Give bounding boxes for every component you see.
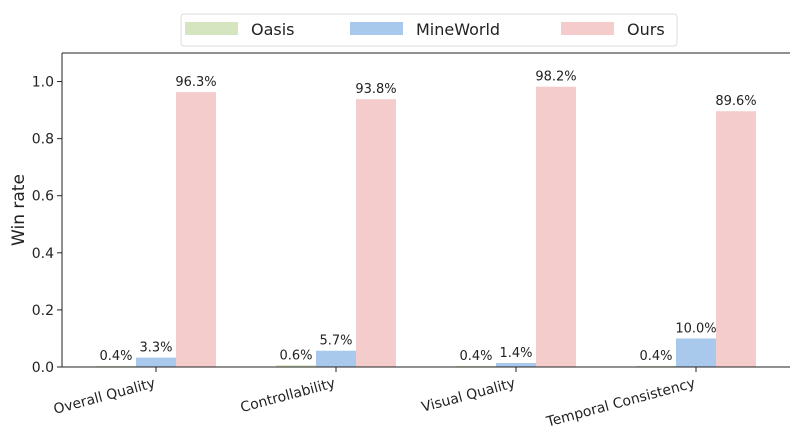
legend: Oasis MineWorld Ours xyxy=(180,13,678,47)
bar-oasis xyxy=(276,365,316,367)
legend-label: Oasis xyxy=(251,20,295,39)
data-label: 98.2% xyxy=(535,70,576,85)
bar-ours xyxy=(716,111,756,367)
y-tick-label: 0.6 xyxy=(32,189,54,205)
bar-oasis xyxy=(96,365,136,367)
y-tick-label: 0.0 xyxy=(32,360,54,376)
data-label: 10.0% xyxy=(675,321,716,336)
bar-ours xyxy=(536,86,576,367)
legend-swatch-oasis xyxy=(185,22,238,35)
data-label: 0.4% xyxy=(99,349,132,364)
data-label: 93.8% xyxy=(355,82,396,97)
bar-mineworld xyxy=(496,363,536,367)
legend-swatch-mineworld xyxy=(350,22,403,35)
data-label: 0.4% xyxy=(459,349,492,364)
axes-layer: 0.0 0.2 0.4 0.6 0.8 1.0 Overall Quality Control… xyxy=(32,52,790,431)
legend-swatch-ours xyxy=(561,22,614,35)
y-axis-label: Win rate xyxy=(9,174,29,246)
legend-box xyxy=(180,13,678,47)
x-tick-label: Overall Quality xyxy=(52,375,157,418)
data-label: 0.6% xyxy=(279,348,312,363)
data-label: 3.3% xyxy=(139,341,172,356)
x-tick-label: Controllability xyxy=(239,375,337,416)
bars-layer: 0.4% 0.6% 0.4% 0.4% 3.3% 5.7% 1.4% 10.0% 96.3% 93… xyxy=(96,70,757,367)
y-tick-label: 1.0 xyxy=(32,75,54,91)
data-label: 0.4% xyxy=(639,349,672,364)
data-label: 89.6% xyxy=(715,94,756,109)
x-tick-label: Visual Quality xyxy=(420,375,517,415)
y-tick-label: 0.4 xyxy=(32,246,54,262)
data-label: 5.7% xyxy=(319,334,352,349)
bar-mineworld xyxy=(136,357,176,367)
data-label: 1.4% xyxy=(499,346,532,361)
y-tick-label: 0.8 xyxy=(32,132,54,148)
bar-ours xyxy=(176,92,216,367)
legend-label: MineWorld xyxy=(416,20,500,39)
legend-label: Ours xyxy=(627,20,665,39)
bar-oasis xyxy=(456,365,496,367)
bar-mineworld xyxy=(676,338,716,367)
data-label: 96.3% xyxy=(175,75,216,90)
y-tick-label: 0.2 xyxy=(32,303,54,319)
bar-oasis xyxy=(636,365,676,367)
bar-mineworld xyxy=(316,350,356,367)
x-tick-label: Temporal Consistency xyxy=(544,375,697,430)
bar-ours xyxy=(356,99,396,367)
